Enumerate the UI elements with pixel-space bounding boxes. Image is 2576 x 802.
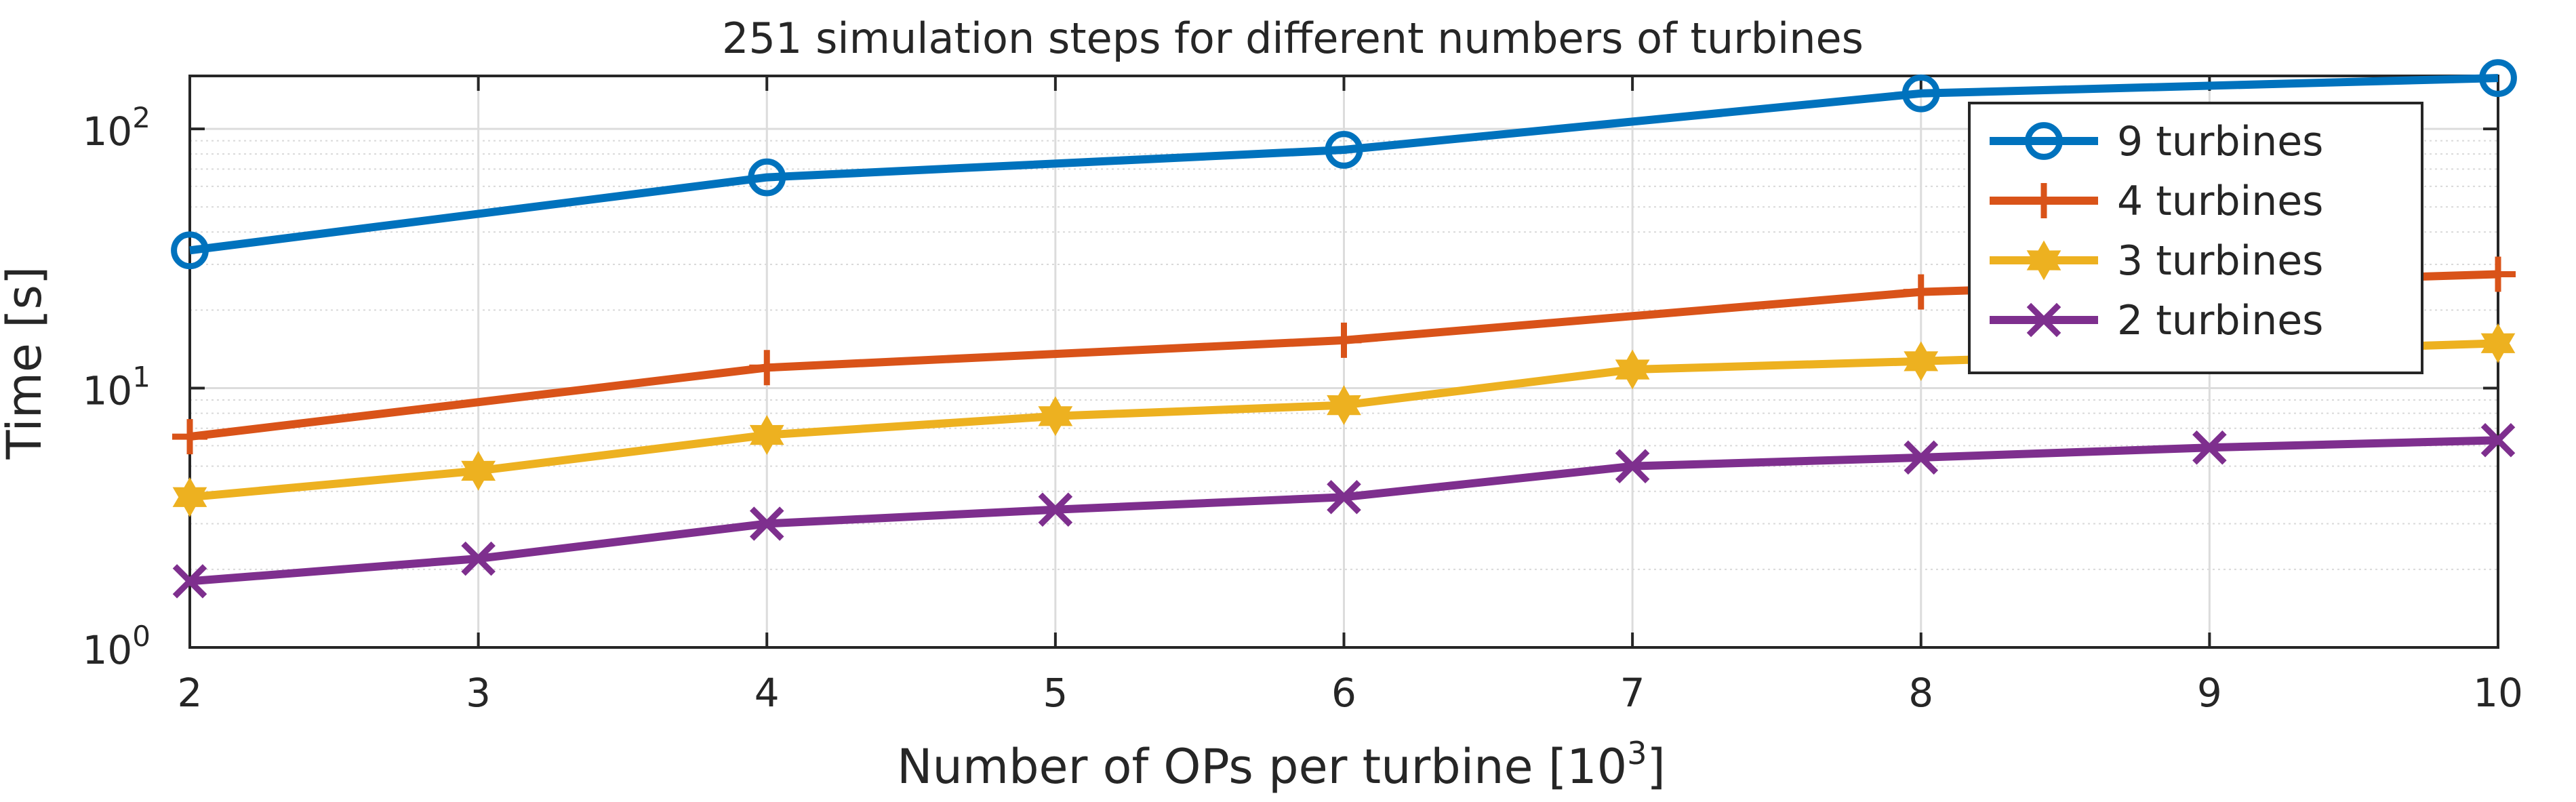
legend: 9 turbines 4 turbines 3 turbines 2 turbines [1968, 102, 2423, 374]
marker-x-b [2026, 302, 2061, 338]
x-tick-label: 5 [1043, 670, 1068, 716]
data-marker-x [2480, 422, 2516, 458]
data-marker-plus [1326, 322, 1362, 358]
data-marker-circle [748, 158, 786, 197]
marker-x-b [1904, 440, 1939, 475]
marker-x-b [2480, 422, 2516, 458]
data-marker-x [1904, 440, 1939, 475]
x-tick-label: 7 [1620, 670, 1645, 716]
data-marker-hexagram [172, 477, 207, 517]
legend-item: 9 turbines [1990, 118, 2323, 165]
x-axis-label-main: Number of OPs per turbine [10 [897, 739, 1627, 795]
marker-hexagram [461, 451, 496, 491]
x-tick-label: 10 [2473, 670, 2523, 716]
data-marker-hexagram [2480, 323, 2516, 363]
y-tick-label-exponent: 0 [132, 620, 150, 653]
data-marker-circle [2479, 59, 2517, 98]
data-marker-circle [1325, 131, 1363, 169]
y-tick-label: 100 [82, 620, 150, 673]
data-marker-plus [2480, 256, 2516, 292]
marker-x-b [172, 564, 207, 599]
data-marker-circle [2025, 122, 2063, 160]
data-marker-x [1615, 449, 1650, 483]
series-line [189, 74, 2499, 255]
y-tick-label-base: 10 [82, 108, 132, 155]
x-axis-label-superscript: 3 [1627, 735, 1647, 771]
chart-title: 251 simulation steps for different numbe… [722, 14, 1864, 63]
legend-item: 3 turbines [1990, 237, 2323, 285]
data-marker-plus [172, 419, 207, 455]
data-marker-x [172, 564, 207, 599]
legend-item: 4 turbines [1990, 178, 2323, 225]
marker-circle [1325, 131, 1363, 169]
x-tick-label: 6 [1331, 670, 1356, 716]
legend-label: 9 turbines [2117, 118, 2323, 165]
marker-hexagram [2480, 323, 2516, 363]
data-marker-x [749, 506, 784, 541]
series-2-turbines [172, 422, 2516, 599]
y-tick-label-exponent: 1 [132, 361, 150, 394]
marker-hexagram [1327, 385, 1361, 425]
data-marker-hexagram [461, 451, 496, 491]
marker-x-b [1038, 492, 1073, 527]
y-tick-label: 102 [82, 101, 150, 155]
x-tick-label: 9 [2197, 670, 2222, 716]
marker-x-b [461, 541, 496, 576]
marker-circle [2479, 59, 2517, 98]
marker-x-b [1327, 479, 1361, 515]
y-axis-label: Time [s] [0, 266, 52, 460]
data-marker-plus [749, 350, 785, 386]
data-marker-x [461, 541, 496, 576]
y-tick-label-base: 10 [82, 627, 132, 673]
marker-hexagram [1038, 396, 1073, 437]
marker-hexagram [749, 415, 784, 455]
marker-x-b [1615, 449, 1650, 483]
data-marker-x [2192, 430, 2227, 465]
x-tick-label: 2 [178, 670, 203, 716]
x-axis-label: Number of OPs per turbine [103] [897, 735, 1666, 795]
legend-label: 4 turbines [2117, 178, 2323, 225]
marker-hexagram [172, 477, 207, 517]
data-marker-hexagram [1327, 385, 1361, 425]
data-marker-x [1327, 479, 1361, 515]
data-marker-plus [2026, 183, 2061, 218]
data-marker-hexagram [1904, 341, 1939, 382]
x-axis-label-suffix: ] [1647, 739, 1666, 795]
y-tick-label-base: 10 [82, 368, 132, 414]
data-marker-circle [171, 231, 209, 270]
legend-box [1968, 102, 2423, 374]
marker-circle [748, 158, 786, 197]
data-marker-hexagram [749, 415, 784, 455]
data-marker-x [1038, 492, 1073, 527]
x-tick-label: 3 [466, 670, 491, 716]
marker-hexagram [1615, 349, 1650, 390]
marker-hexagram [1904, 341, 1939, 382]
x-tick-label: 8 [1908, 670, 1933, 716]
data-marker-hexagram [1615, 349, 1650, 390]
marker-circle [171, 231, 209, 270]
legend-item: 2 turbines [1990, 297, 2323, 344]
data-marker-hexagram [1038, 396, 1073, 437]
marker-x-b [2192, 430, 2227, 465]
data-marker-hexagram [2026, 240, 2061, 281]
legend-label: 3 turbines [2117, 237, 2323, 285]
data-marker-plus [1903, 274, 1939, 310]
x-tick-label: 4 [754, 670, 780, 716]
y-tick-label-exponent: 2 [132, 101, 150, 134]
y-tick-label: 101 [82, 361, 150, 414]
marker-hexagram [2026, 240, 2061, 281]
marker-circle [2025, 122, 2063, 160]
data-marker-x [2026, 302, 2061, 338]
marker-circle [1901, 74, 1940, 113]
marker-x-b [749, 506, 784, 541]
data-marker-circle [1901, 74, 1940, 113]
legend-label: 2 turbines [2117, 297, 2323, 344]
series-9-turbines [171, 59, 2517, 270]
